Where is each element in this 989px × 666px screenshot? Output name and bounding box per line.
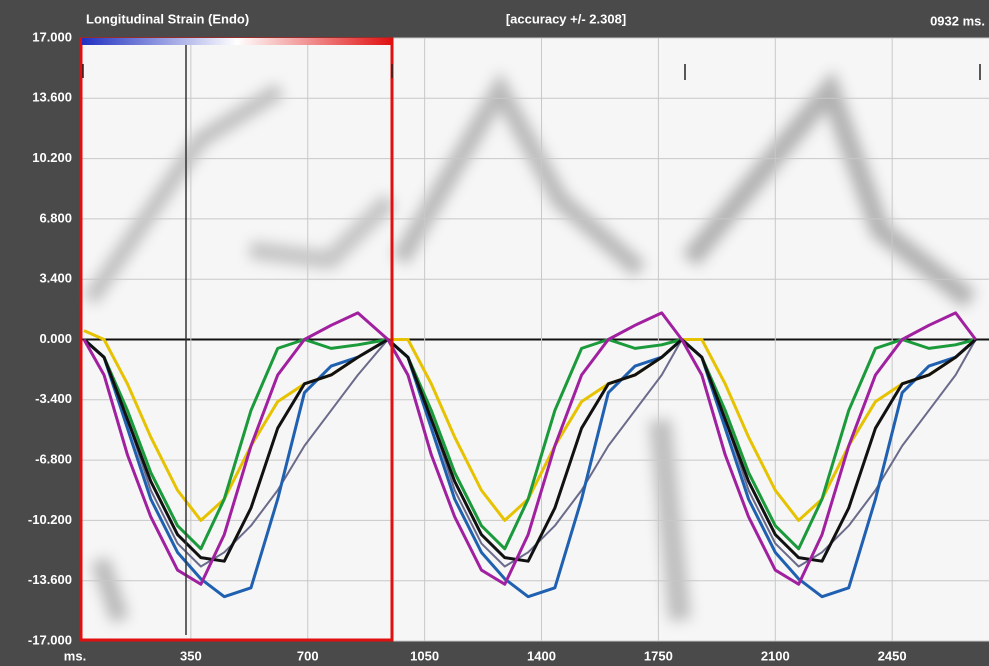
subtitle: [accuracy +/- 2.308]: [506, 11, 626, 26]
speckle: [83, 70, 977, 623]
arrows: [82, 64, 981, 80]
chart-title: Longitudinal Strain (Endo): [86, 11, 249, 26]
y-tick-label: 17.000: [32, 29, 72, 44]
y-tick-label: -17.000: [28, 632, 72, 647]
y-tick-label: 10.200: [32, 150, 72, 165]
x-axis-label: ms.: [64, 648, 86, 663]
x-tick-label: 700: [297, 648, 319, 663]
x-tick-label: 1050: [410, 648, 439, 663]
curves: [82, 311, 977, 599]
strain-curve: [83, 338, 977, 599]
strain-curve: [83, 338, 977, 568]
strain-curve: [83, 338, 977, 551]
x-tick-label: 2100: [761, 648, 790, 663]
color-bar: [82, 38, 392, 45]
y-tick-label: -13.600: [28, 572, 72, 587]
x-tick-label: 350: [180, 648, 202, 663]
x-tick-label: 2450: [878, 648, 907, 663]
y-tick-label: 0.000: [39, 331, 72, 346]
x-tick-label: 1400: [527, 648, 556, 663]
y-tick-label: -10.200: [28, 512, 72, 527]
y-tick-label: 3.400: [39, 271, 72, 286]
time-readout: 0932 ms.: [930, 13, 985, 28]
y-tick-label: -3.400: [35, 391, 72, 406]
y-tick-label: 6.800: [39, 210, 72, 225]
strain-curve: [83, 338, 977, 563]
y-tick-label: -6.800: [35, 452, 72, 467]
x-tick-label: 1750: [644, 648, 673, 663]
y-tick-label: 13.600: [32, 90, 72, 105]
strain-curve: [82, 311, 977, 586]
